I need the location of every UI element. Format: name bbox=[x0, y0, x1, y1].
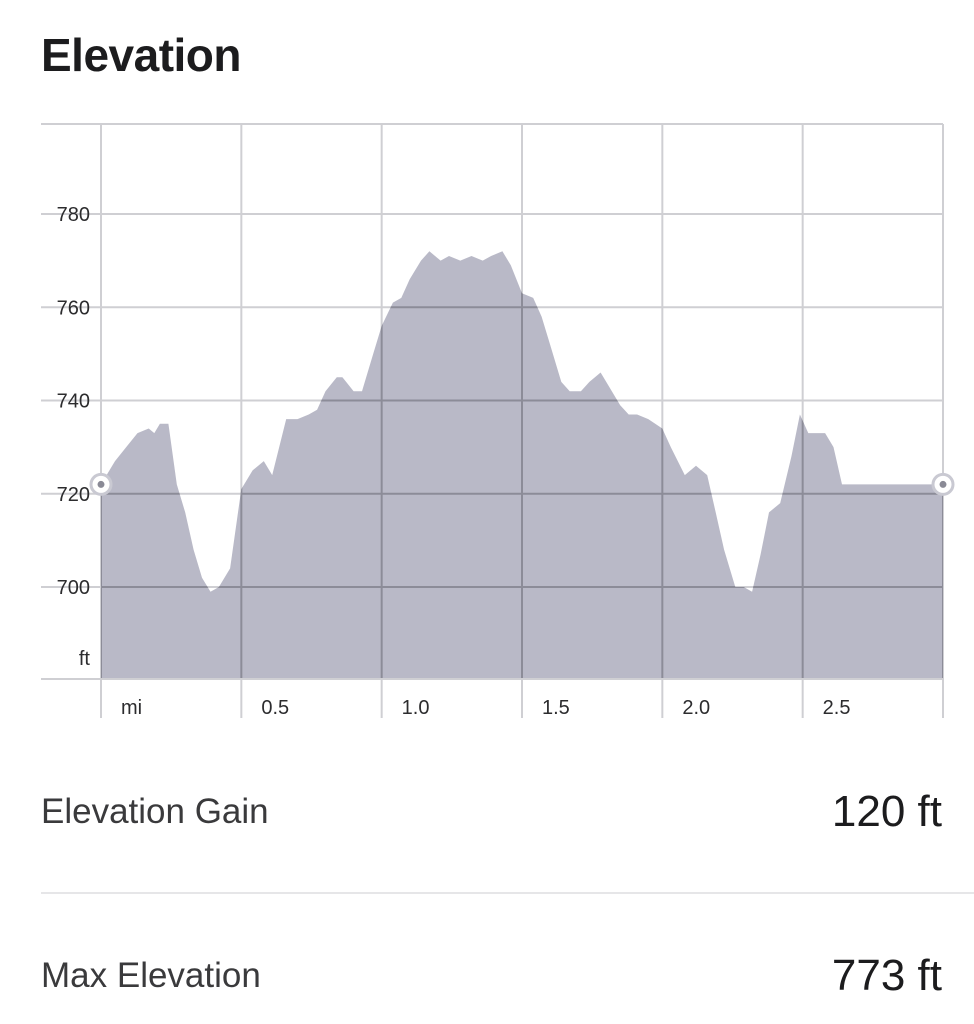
y-tick-label: 720 bbox=[57, 484, 90, 506]
divider bbox=[41, 892, 974, 894]
stat-value: 773 ft bbox=[831, 951, 942, 1000]
stat-row-max-elevation: Max Elevation 773 ft bbox=[41, 936, 942, 1016]
y-tick-label: 780 bbox=[57, 204, 90, 226]
y-tick-label: 740 bbox=[57, 391, 90, 413]
stat-row-elevation-gain: Elevation Gain 120 ft bbox=[41, 772, 942, 852]
stat-label: Elevation Gain bbox=[41, 792, 269, 831]
page-title: Elevation bbox=[41, 29, 242, 81]
y-unit-label: ft bbox=[79, 648, 91, 670]
start-marker-dot bbox=[97, 480, 105, 488]
stat-label: Max Elevation bbox=[41, 956, 261, 995]
x-tick-label: 0.5 bbox=[261, 697, 289, 719]
elevation-chart: 700 720 740 760 780 ft mi 0.5 1.0 1.5 2.0 2.5 bbox=[41, 123, 955, 719]
x-tick-label: 2.0 bbox=[682, 697, 710, 719]
stat-value: 120 ft bbox=[831, 787, 942, 836]
x-tick-label: 1.0 bbox=[402, 697, 430, 719]
x-unit-label: mi bbox=[121, 697, 142, 719]
y-tick-label: 700 bbox=[57, 577, 90, 599]
end-marker-dot bbox=[939, 480, 947, 488]
x-tick-label: 1.5 bbox=[542, 697, 570, 719]
x-tick-label: 2.5 bbox=[823, 697, 851, 719]
y-tick-label: 760 bbox=[57, 297, 90, 319]
